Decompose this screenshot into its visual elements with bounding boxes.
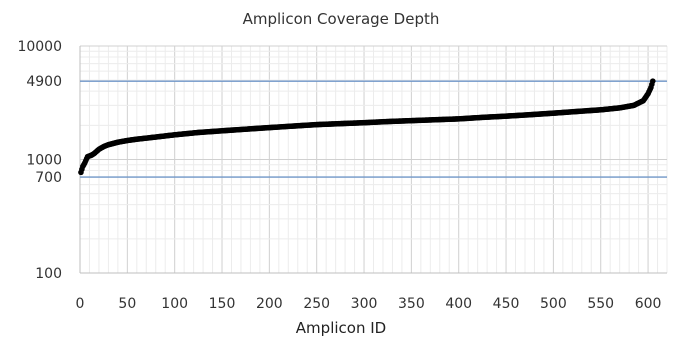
- x-tick-label: 50: [118, 296, 136, 312]
- x-tick-label: 100: [161, 296, 188, 312]
- y-tick-label: 4900: [26, 74, 62, 90]
- chart-title: Amplicon Coverage Depth: [243, 10, 440, 28]
- x-tick-label: 200: [256, 296, 283, 312]
- x-tick-label: 350: [398, 296, 425, 312]
- y-tick-label: 100: [35, 266, 62, 282]
- x-tick-label: 0: [76, 296, 85, 312]
- y-tick-label: 10000: [17, 39, 62, 55]
- x-tick-labels: 0 50 100 150 200 250 300 350 400 450 500 550 600: [76, 296, 662, 312]
- x-tick-label: 600: [635, 296, 662, 312]
- x-tick-label: 450: [493, 296, 520, 312]
- data-points: [78, 78, 656, 176]
- data-point: [649, 78, 656, 84]
- x-tick-label: 300: [351, 296, 378, 312]
- x-tick-label: 500: [540, 296, 567, 312]
- x-tick-label: 550: [587, 296, 614, 312]
- x-tick-label: 250: [303, 296, 330, 312]
- chart-grid: [79, 45, 668, 274]
- x-axis-title: Amplicon ID: [296, 319, 386, 337]
- x-tick-label: 150: [209, 296, 236, 312]
- reference-lines: [80, 80, 667, 178]
- y-tick-label: 1000: [26, 153, 62, 169]
- y-tick-label: 700: [35, 170, 62, 186]
- chart-axes: [79, 46, 667, 274]
- x-tick-label: 400: [445, 296, 472, 312]
